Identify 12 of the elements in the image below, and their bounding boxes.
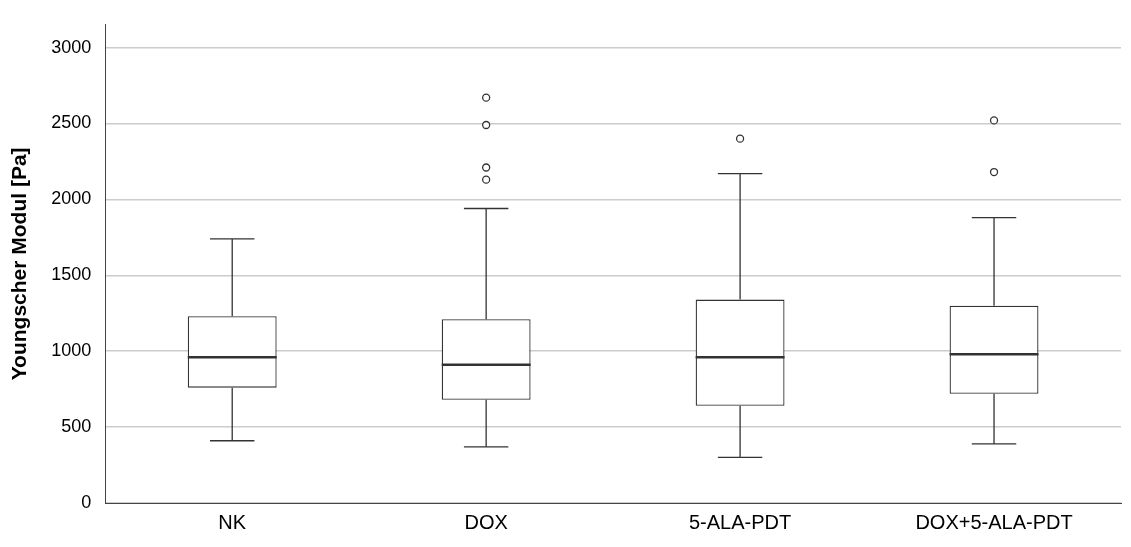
x-tick-label: DOX+5-ALA-PDT	[915, 510, 1073, 533]
y-tick-label: 2500	[51, 112, 92, 133]
x-tick-label: NK	[218, 510, 247, 533]
y-tick-label: 2000	[51, 188, 92, 209]
y-tick-label: 3000	[51, 36, 92, 57]
x-tick-label: 5-ALA-PDT	[688, 510, 792, 533]
y-tick-label: 0	[81, 491, 92, 512]
y-axis-title: Youngscher Modul [Pa]	[7, 147, 31, 381]
y-tick-label: 1000	[51, 340, 92, 361]
y-tick-label: 1500	[51, 264, 92, 285]
y-tick-label: 500	[61, 416, 92, 437]
x-tick-label: DOX	[464, 510, 508, 533]
